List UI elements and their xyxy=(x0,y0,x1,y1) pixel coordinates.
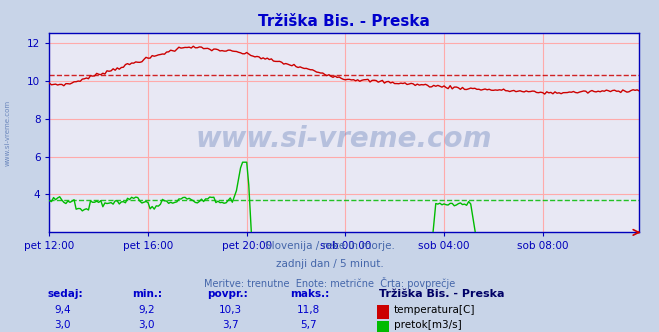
Text: povpr.:: povpr.: xyxy=(208,289,248,299)
Text: 9,2: 9,2 xyxy=(138,305,155,315)
Text: Tržiška Bis. - Preska: Tržiška Bis. - Preska xyxy=(379,289,504,299)
Text: sedaj:: sedaj: xyxy=(47,289,83,299)
Text: zadnji dan / 5 minut.: zadnji dan / 5 minut. xyxy=(275,259,384,269)
Text: 11,8: 11,8 xyxy=(297,305,320,315)
Text: www.si-vreme.com: www.si-vreme.com xyxy=(5,100,11,166)
Text: maks.:: maks.: xyxy=(290,289,330,299)
Text: Slovenija / reke in morje.: Slovenija / reke in morje. xyxy=(264,241,395,251)
Text: 9,4: 9,4 xyxy=(54,305,71,315)
Text: 3,7: 3,7 xyxy=(222,320,239,330)
Text: www.si-vreme.com: www.si-vreme.com xyxy=(196,125,492,153)
Text: Meritve: trenutne  Enote: metrične  Črta: povprečje: Meritve: trenutne Enote: metrične Črta: … xyxy=(204,277,455,289)
Text: 3,0: 3,0 xyxy=(138,320,155,330)
Title: Tržiška Bis. - Preska: Tržiška Bis. - Preska xyxy=(258,14,430,29)
Text: min.:: min.: xyxy=(132,289,162,299)
Text: 10,3: 10,3 xyxy=(219,305,243,315)
Text: 3,0: 3,0 xyxy=(54,320,71,330)
Text: 5,7: 5,7 xyxy=(300,320,317,330)
Text: temperatura[C]: temperatura[C] xyxy=(394,305,476,315)
Text: pretok[m3/s]: pretok[m3/s] xyxy=(394,320,462,330)
